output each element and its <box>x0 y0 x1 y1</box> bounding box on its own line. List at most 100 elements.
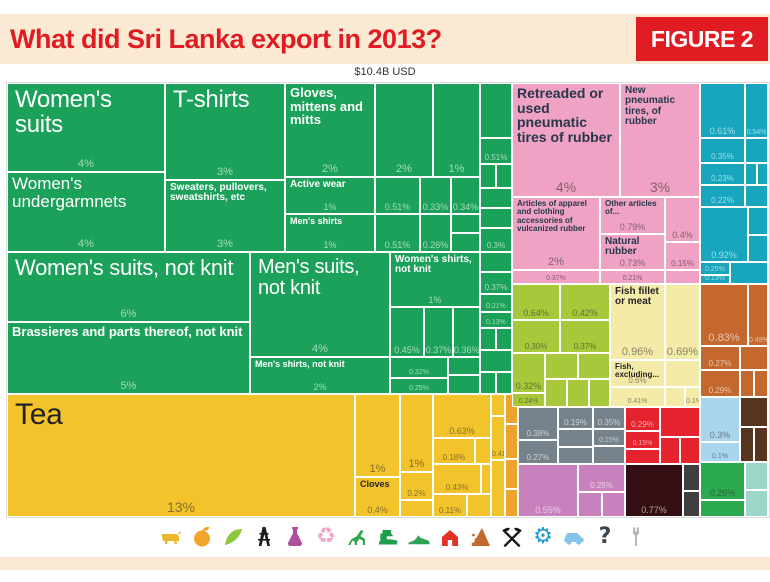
flask-icon[interactable] <box>282 523 308 551</box>
treemap-cell[interactable]: 0.27% <box>700 346 740 370</box>
treemap-cell[interactable]: 0.51% <box>375 214 420 252</box>
treemap-cell-other-articles-of[interactable]: Other articles of... 0.79% <box>600 197 665 234</box>
treemap-cell[interactable]: 0.25% <box>390 378 448 394</box>
treemap-cell[interactable]: 0.23% <box>700 163 745 185</box>
treemap-cell[interactable] <box>505 489 518 517</box>
treemap-cell[interactable] <box>745 163 757 185</box>
treemap-cell[interactable]: 0.37% <box>512 270 600 284</box>
treemap-cell[interactable]: 0.25% <box>700 262 730 275</box>
treemap-cell[interactable] <box>400 500 433 517</box>
treemap-cell[interactable] <box>589 379 610 407</box>
treemap-cell[interactable] <box>578 492 602 517</box>
treemap-cell[interactable]: 1% <box>433 83 480 177</box>
treemap-cell[interactable]: 1% <box>400 394 433 472</box>
treemap-cell[interactable]: 0.63% <box>433 394 491 438</box>
treemap-cell[interactable] <box>700 500 745 517</box>
treemap-cell[interactable] <box>480 83 512 138</box>
treemap-cell[interactable]: 0.34% <box>451 177 480 214</box>
treemap-cell[interactable]: 0.64% <box>512 284 560 320</box>
treemap-cell[interactable] <box>480 208 512 228</box>
treemap-cell[interactable] <box>505 459 518 489</box>
treemap-cell[interactable]: 0.32% <box>512 353 545 393</box>
treemap-cell[interactable]: 0.92% <box>700 207 748 262</box>
treemap-cell[interactable]: 0.69% <box>665 284 700 360</box>
treemap-cell[interactable] <box>683 491 700 517</box>
treemap-cell[interactable]: 0.54% <box>745 83 768 138</box>
treemap-cell[interactable]: 2% <box>375 83 433 177</box>
treemap-cell[interactable]: 0.30% <box>512 320 560 353</box>
treemap-cell[interactable] <box>480 372 496 394</box>
treemap-cell-women-s-shirts-not-knit[interactable]: Women's shirts, not knit 1% <box>390 252 480 307</box>
car-icon[interactable] <box>561 523 587 551</box>
treemap-cell[interactable]: 0.4% <box>665 197 700 242</box>
treemap-cell[interactable] <box>545 353 578 379</box>
oil-derrick-icon[interactable] <box>251 523 277 551</box>
treemap-cell[interactable] <box>680 437 700 464</box>
recycle-icon[interactable]: ♻ <box>316 524 336 549</box>
treemap-cell-retreaded-or-used-pneumatic-tires-of-rubber[interactable]: Retreaded or used pneumatic tires of rub… <box>512 83 620 197</box>
treemap-cell[interactable]: 0.2% <box>400 472 433 500</box>
treemap-cell[interactable]: 0.13% <box>480 312 512 328</box>
treemap-cell[interactable] <box>754 427 768 462</box>
treemap-cell[interactable]: 0.21% <box>600 270 665 284</box>
treemap-cell[interactable]: 0.83% <box>700 284 748 346</box>
treemap-cell[interactable] <box>754 370 768 397</box>
treemap-cell[interactable] <box>665 387 685 407</box>
mining-tools-icon[interactable] <box>499 523 525 551</box>
treemap-cell-fish-fillet-or-meat[interactable]: Fish fillet or meat 0.96% <box>610 284 665 360</box>
treemap-cell[interactable]: 0.26% <box>420 214 451 252</box>
treemap-cell[interactable] <box>480 328 496 350</box>
treemap-cell-men-s-shirts[interactable]: Men's shirts 1% <box>285 214 375 252</box>
house-icon[interactable] <box>437 523 463 551</box>
treemap-cell[interactable] <box>660 407 700 437</box>
treemap-cell[interactable] <box>567 379 589 407</box>
sewing-machine-icon[interactable] <box>375 523 401 551</box>
treemap-cell[interactable]: 0.3% <box>700 397 740 442</box>
treemap-cell[interactable]: 0.15% <box>665 242 700 270</box>
treemap-cell[interactable] <box>496 372 512 394</box>
treemap-cell[interactable] <box>448 375 480 394</box>
treemap-cell[interactable] <box>480 252 512 272</box>
treemap-cell[interactable]: 0.11% <box>433 494 467 517</box>
treemap-cell[interactable]: 0.13% <box>700 275 730 284</box>
treemap-cell[interactable] <box>602 492 625 517</box>
treemap-cell[interactable] <box>740 427 754 462</box>
treemap-cell[interactable] <box>730 262 768 284</box>
treemap-cell[interactable]: 0.33% <box>420 177 451 214</box>
treemap-cell-cloves[interactable]: Cloves 0.4% <box>355 477 400 517</box>
treemap-cell[interactable]: 0.32% <box>390 357 448 378</box>
treemap-cell[interactable]: 0.41% <box>610 387 665 407</box>
deer-icon[interactable] <box>344 523 370 551</box>
treemap-cell[interactable]: 0.1% <box>685 387 700 407</box>
treemap-cell[interactable] <box>745 138 768 163</box>
treemap-cell[interactable]: 0.42% <box>560 284 610 320</box>
leaf-icon[interactable] <box>220 523 246 551</box>
treemap-cell[interactable] <box>558 447 593 464</box>
treemap-cell[interactable]: 0.38% <box>518 407 558 440</box>
treemap-cell[interactable] <box>545 379 567 407</box>
treemap-cell[interactable] <box>496 164 512 188</box>
treemap-cell[interactable]: 0.21% <box>480 294 512 312</box>
treemap-cell[interactable]: 0.29% <box>700 370 740 397</box>
treemap-cell[interactable] <box>748 235 768 262</box>
treemap-cell-fish-excluding[interactable]: Fish, excluding... 0.6% <box>610 360 665 387</box>
treemap-cell[interactable]: 0.15% <box>625 431 660 449</box>
treemap-cell[interactable] <box>740 397 768 427</box>
treemap-cell[interactable]: 0.55% <box>518 464 578 517</box>
treemap-cell-natural-rubber[interactable]: Natural rubber 0.73% <box>600 234 665 270</box>
treemap-cell[interactable]: 0.1% <box>700 442 740 462</box>
treemap-cell[interactable] <box>451 214 480 233</box>
treemap-cell[interactable]: 0.18% <box>433 438 475 464</box>
treemap-cell-women-s-suits[interactable]: Women's suits 4% <box>7 83 165 172</box>
treemap-cell-articles-of-apparel-and-clothing-accessories-of-vulcanized-rubber[interactable]: Articles of apparel and clothing accesso… <box>512 197 600 270</box>
treemap-cell[interactable] <box>480 164 496 188</box>
treemap-cell-new-pneumatic-tires-of-rubber[interactable]: New pneumatic tires, of rubber 3% <box>620 83 700 197</box>
treemap-cell[interactable]: 0.51% <box>375 177 420 214</box>
treemap-cell[interactable]: 0.61% <box>700 83 745 138</box>
treemap-cell-tea[interactable]: Tea 13% <box>7 394 355 517</box>
treemap-cell[interactable]: 0.22% <box>700 185 745 207</box>
treemap-cell[interactable] <box>665 270 700 284</box>
treemap-cell[interactable]: 0.37% <box>560 320 610 353</box>
question-icon[interactable]: ? <box>598 524 612 549</box>
treemap-cell[interactable] <box>491 394 505 416</box>
